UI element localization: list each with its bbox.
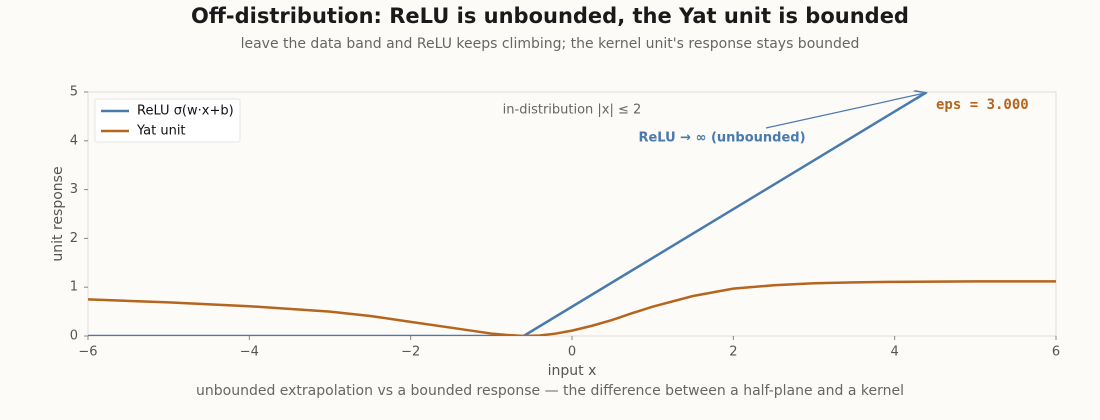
y-tick-label: 1 <box>70 280 78 295</box>
chart-subtitle: leave the data band and ReLU keeps climb… <box>241 36 860 52</box>
plot-area <box>87 91 1057 337</box>
x-tick-label: 4 <box>891 345 899 360</box>
series-line <box>88 280 1056 336</box>
x-tick-label: −4 <box>240 345 259 360</box>
y-tick-label: 3 <box>70 182 78 197</box>
legend-label: Yat unit <box>136 124 186 139</box>
annotation-arrow <box>765 93 925 129</box>
chart-title: Off-distribution: ReLU is unbounded, the… <box>191 4 909 28</box>
x-axis-label: input x <box>548 363 597 379</box>
y-tick-label: 0 <box>70 329 78 344</box>
x-tick-label: −2 <box>401 345 420 360</box>
relu-annotation: ReLU → ∞ (unbounded) <box>638 131 805 146</box>
x-tick-label: 6 <box>1052 345 1060 360</box>
eps-annotation: eps = 3.000 <box>936 97 1029 113</box>
band-annotation: in-distribution |x| ≤ 2 <box>503 103 642 118</box>
y-tick-label: 5 <box>70 85 78 100</box>
x-tick-label: 2 <box>729 345 737 360</box>
x-tick-label: −6 <box>78 345 97 360</box>
legend: ReLU σ(w·x+b) Yat unit <box>94 98 241 143</box>
x-tick-label: 0 <box>568 345 576 360</box>
legend-label: ReLU σ(w·x+b) <box>137 104 234 119</box>
caption: unbounded extrapolation vs a bounded res… <box>196 383 904 399</box>
series-line <box>88 92 928 336</box>
legend-box <box>94 98 241 143</box>
y-tick-label: 2 <box>70 231 78 246</box>
y-tick-label: 4 <box>70 133 78 148</box>
y-axis-label: unit response <box>50 166 66 261</box>
